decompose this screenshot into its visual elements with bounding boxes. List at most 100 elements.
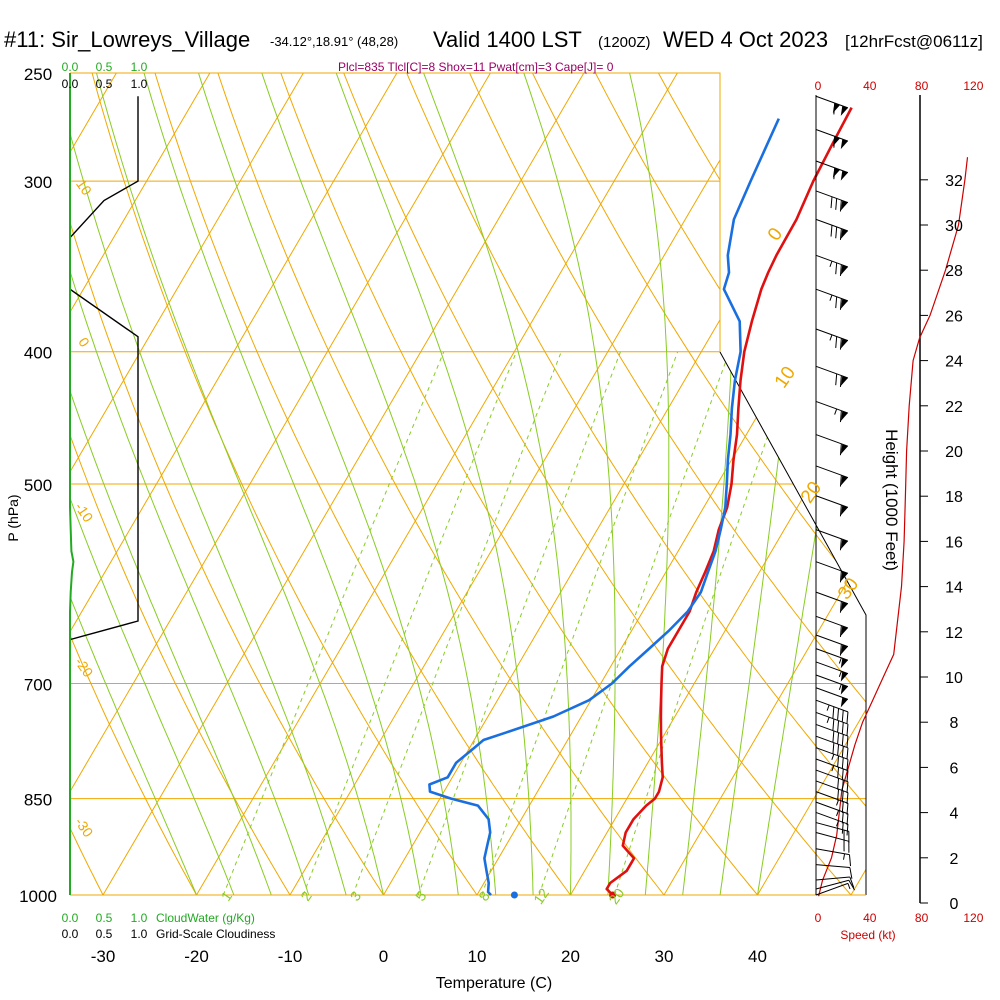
wind-barb-feather xyxy=(837,708,840,720)
mixing-ratio-line xyxy=(417,351,621,895)
wind-barb-feather xyxy=(837,732,840,745)
temperature-tick-label: -10 xyxy=(278,947,303,966)
wind-barb-feather xyxy=(849,876,855,888)
moist-adiabat xyxy=(70,73,235,895)
wind-barb-half-feather xyxy=(836,810,840,817)
forecast-hour: [12hrFcst@0611z] xyxy=(845,32,983,51)
wind-speed-tick-bottom: 40 xyxy=(863,911,877,925)
wind-barb-staff xyxy=(815,864,850,869)
isotherm-line xyxy=(70,73,398,895)
mixing-ratio-line xyxy=(302,351,517,895)
height-tick-label: 8 xyxy=(950,715,959,732)
wind-barb-staff xyxy=(815,882,849,896)
wind-barb-feather xyxy=(837,767,840,779)
wind-barb-feather xyxy=(830,196,833,209)
wind-barb-pennant xyxy=(840,684,848,695)
height-tick-label: 0 xyxy=(950,896,959,913)
wind-barb-pennant xyxy=(840,539,848,550)
wind-barb-feather xyxy=(837,755,840,768)
wind-barb-staff xyxy=(815,634,849,648)
wind-barb-feather xyxy=(837,778,840,790)
height-tick-label: 32 xyxy=(945,173,963,190)
wind-barb-feather xyxy=(835,336,838,348)
wind-barb-feather xyxy=(848,854,852,867)
isotherm-left-label: -30 xyxy=(72,814,97,840)
cloudwater-scale-bottom: 1.0 xyxy=(131,911,148,925)
moist-adiabat xyxy=(96,73,384,895)
mixing-ratio-line xyxy=(352,351,562,895)
wind-barb-feather xyxy=(841,722,844,734)
wind-panel-boundary xyxy=(719,351,867,895)
pressure-tick-label: 250 xyxy=(24,65,52,84)
temperature-axis-label: Temperature (C) xyxy=(436,975,552,992)
wind-barb-feather xyxy=(846,781,849,794)
wind-barb-feather xyxy=(837,720,840,733)
wind-barb-half-feather xyxy=(829,294,833,301)
mixing-ratio-label: 3 xyxy=(347,888,365,904)
wind-barb-half-feather xyxy=(843,853,846,860)
pressure-tick-label: 1000 xyxy=(19,887,57,906)
height-tick-label: 12 xyxy=(945,625,963,642)
wind-barb-pennant xyxy=(840,375,848,386)
wind-barb-feather xyxy=(841,822,844,834)
mixing-ratio-line xyxy=(222,351,445,895)
wind-barb-feather xyxy=(841,801,844,813)
wind-barb-staff xyxy=(815,699,849,713)
dry-adiabat xyxy=(70,73,197,895)
height-axis-label: Height (1000 Feet) xyxy=(882,429,901,571)
moist-adiabat xyxy=(70,73,347,895)
forecast-date: WED 4 Oct 2023 xyxy=(663,27,829,52)
temperature-tick-label: -20 xyxy=(184,947,209,966)
wind-barb-staff xyxy=(815,879,849,890)
wind-barb-feather xyxy=(832,706,835,719)
dry-adiabat xyxy=(469,73,866,895)
cloudwater-scale-bottom: 0.0 xyxy=(62,911,79,925)
wind-barb-feather xyxy=(841,734,844,746)
temperature-tick-label: 10 xyxy=(468,947,487,966)
wind-barb-feather xyxy=(841,710,844,722)
moist-adiabat xyxy=(423,73,572,895)
moist-adiabat xyxy=(70,73,197,895)
moist-adiabat xyxy=(335,73,534,895)
cloudiness-scale-bottom: 0.5 xyxy=(96,927,113,941)
isotherm-line xyxy=(70,73,211,895)
isotherm-left-label: -10 xyxy=(72,499,97,525)
cloudwater-scale-top: 0.5 xyxy=(96,60,113,74)
wind-barb-feather xyxy=(837,789,840,801)
wind-barb-feather xyxy=(839,338,842,350)
height-tick-label: 28 xyxy=(945,263,963,280)
wind-barb-feather xyxy=(833,103,836,115)
wind-barb-feather xyxy=(841,757,844,769)
temperature-trace xyxy=(605,106,853,896)
wind-speed-tick-top: 40 xyxy=(863,79,877,93)
wind-barb-feather xyxy=(841,768,844,781)
height-tick-label: 10 xyxy=(945,670,963,687)
temperature-surface-marker xyxy=(609,891,617,899)
height-tick-label: 20 xyxy=(945,444,963,461)
wind-barb-feather xyxy=(846,724,849,736)
wind-speed-tick-bottom: 0 xyxy=(815,911,822,925)
cloudwater-scale-bottom: 0.5 xyxy=(96,911,113,925)
pressure-tick-label: 700 xyxy=(24,676,52,695)
wind-barb-feather xyxy=(846,736,849,748)
wind-barb-feather xyxy=(837,744,840,756)
wind-barb-staff xyxy=(815,832,849,842)
stability-params: Plcl=835 Tlcl[C]=8 Shox=11 Pwat[cm]=3 Ca… xyxy=(338,60,614,74)
wind-barb-feather xyxy=(839,504,842,517)
wind-barb-feather xyxy=(839,644,842,656)
wind-barb-pennant xyxy=(840,411,848,422)
wind-barb-feather xyxy=(833,167,836,180)
wind-barb-feather xyxy=(848,879,856,891)
moist-adiabat xyxy=(198,73,459,895)
moist-adiabat xyxy=(261,73,497,895)
wind-barb-feather xyxy=(846,711,849,724)
init-time: (1200Z) xyxy=(598,34,651,51)
moist-adiabat xyxy=(523,73,616,895)
moist-adiabat xyxy=(143,73,422,895)
wind-barb-staff xyxy=(815,561,849,574)
mixing-ratio-label: 2 xyxy=(297,888,315,904)
wind-barb-feather xyxy=(846,770,849,783)
moist-adiabat xyxy=(70,73,310,895)
moist-adiabat xyxy=(629,73,670,895)
temperature-tick-label: 30 xyxy=(655,947,674,966)
